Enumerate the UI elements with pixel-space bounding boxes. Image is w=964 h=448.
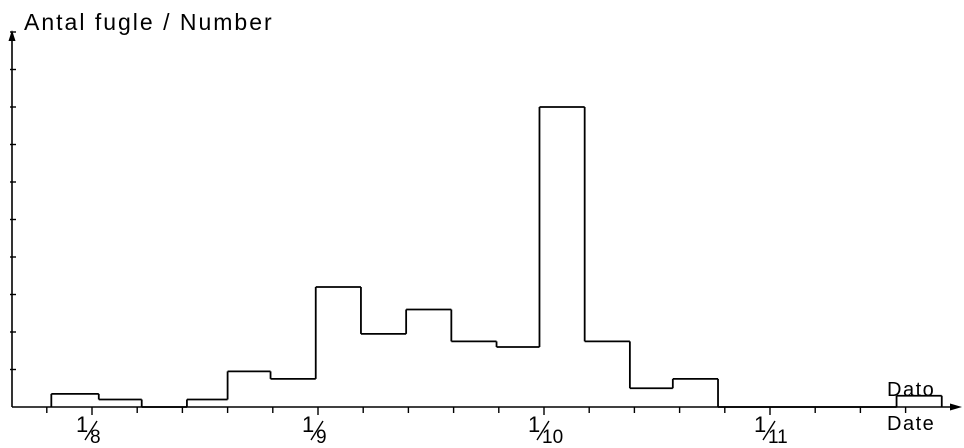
x-tick-label-numerator: 1 [754,412,766,437]
x-tick-label-denominator: 9 [316,427,327,448]
y-axis-label: Antal fugle / Number [24,9,274,35]
x-tick-label-numerator: 1 [528,412,540,437]
x-tick-label-denominator: 8 [90,427,101,448]
x-tick-label-slash [84,420,98,441]
histogram-bars [50,106,943,408]
x-ticks [46,407,907,415]
x-axis-label-dato: Dato [887,379,935,401]
x-tick-label-slash [762,420,776,441]
x-tick-label-numerator: 1 [76,412,88,437]
y-axis-arrow [8,30,16,41]
x-axis-label-date: Date [887,413,935,435]
x-tick-label-denominator: 11 [768,427,788,448]
axes [8,30,962,411]
y-ticks [10,31,16,371]
x-tick-label-denominator: 10 [542,427,563,448]
x-tick-label-slash [536,420,550,441]
x-tick-label-slash [310,420,324,441]
x-tick-label: 110 [528,412,563,448]
x-tick-label: 19 [302,412,327,448]
x-axis-arrow [950,403,962,411]
x-tick-label-numerator: 1 [302,412,314,437]
x-tick-label: 111 [754,412,788,448]
x-tick-label: 18 [76,412,101,448]
